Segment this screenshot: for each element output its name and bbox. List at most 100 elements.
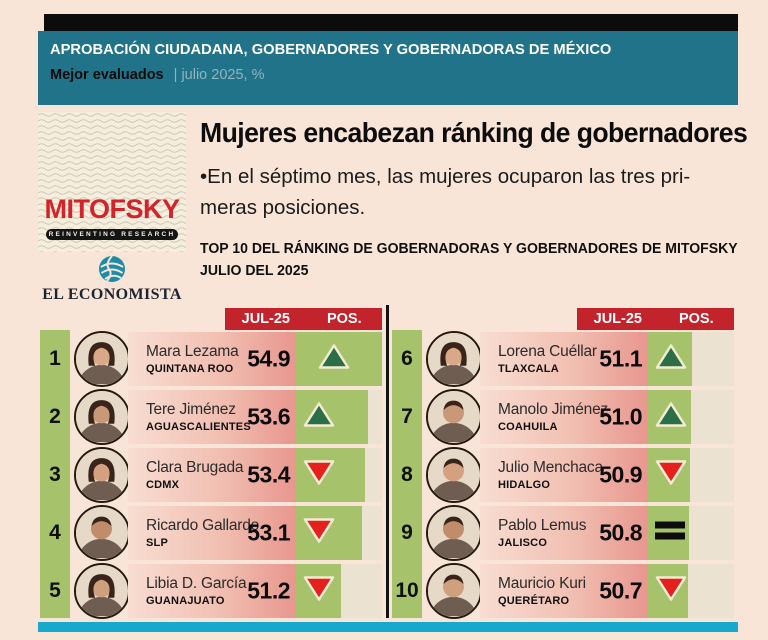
header-subtitle: Mejor evaluados | julio 2025, % — [50, 67, 726, 83]
approval-bar: Libia D. García GUANAJUATO 51.2 — [128, 564, 295, 618]
governor-state: GUANAJUATO — [146, 595, 225, 607]
position-bar — [295, 390, 368, 444]
trend-up-icon — [654, 343, 688, 376]
governor-row: 9 Pablo Lemus JALISCO 50.8 — [392, 505, 734, 561]
rank-number: 4 — [49, 521, 61, 544]
rank-number: 6 — [401, 347, 413, 370]
bottom-cyan-rule — [38, 622, 738, 632]
header-subtitle-period: | julio 2025, % — [173, 67, 265, 83]
header-title: APROBACIÓN CIUDADANA, GOBERNADORES Y GOB… — [50, 41, 612, 58]
approval-bar: Manolo Jiménez COAHUILA 51.0 — [480, 390, 647, 444]
governor-name: Clara Brugada — [146, 459, 244, 476]
governor-state: TLAXCALA — [498, 363, 559, 375]
governor-name: Libia D. García — [146, 575, 247, 592]
rank-number: 3 — [49, 463, 61, 486]
value-column-header: JUL-25 — [593, 311, 642, 327]
governor-row: 10 Mauricio Kuri QUERÉTARO 50.7 — [392, 563, 734, 619]
rank-number: 10 — [395, 579, 419, 602]
governor-state: HIDALGO — [498, 479, 551, 491]
governor-row: 1 Mara Lezama QUINTANA ROO 54.9 — [40, 331, 382, 387]
governor-photo — [426, 389, 482, 445]
governor-row: 5 Libia D. García GUANAJUATO 51.2 — [40, 563, 382, 619]
subhead-line-2: JULIO DEL 2025 — [200, 263, 309, 280]
rank-number: 7 — [401, 405, 413, 428]
rank-strip — [392, 330, 422, 618]
approval-bar: Pablo Lemus JALISCO 50.8 — [480, 506, 647, 560]
governor-name: Manolo Jiménez — [498, 401, 609, 418]
trend-down-icon — [302, 575, 336, 608]
column-divider — [386, 305, 389, 618]
ranking-subhead: TOP 10 DEL RÁNKING DE GOBERNADORAS Y GOB… — [200, 238, 738, 283]
approval-bar: Tere Jiménez AGUASCALIENTES 53.6 — [128, 390, 295, 444]
governor-row: 7 Manolo Jiménez COAHUILA 51.0 — [392, 389, 734, 445]
governor-row: 8 Julio Menchaca HIDALGO 50.9 — [392, 447, 734, 503]
position-bar — [295, 448, 365, 502]
governor-state: SLP — [146, 537, 168, 549]
governor-name: Lorena Cuéllar — [498, 343, 597, 360]
top-black-rule — [44, 14, 738, 31]
governor-row: 3 Clara Brugada CDMX 53.4 — [40, 447, 382, 503]
governor-state: QUINTANA ROO — [146, 363, 234, 375]
approval-value: 53.6 — [247, 403, 290, 430]
mitofsky-logo: MITOFSKY REINVENTING RESEARCH — [38, 112, 186, 252]
economista-wordmark: EL ECONOMISTA — [42, 286, 182, 303]
governor-photo — [426, 563, 482, 619]
approval-value: 51.0 — [599, 403, 642, 430]
approval-bar: Lorena Cuéllar TLAXCALA 51.1 — [480, 332, 647, 386]
governor-name: Mara Lezama — [146, 343, 239, 360]
approval-bar: Julio Menchaca HIDALGO 50.9 — [480, 448, 647, 502]
governor-state: AGUASCALIENTES — [146, 421, 251, 433]
economista-logo: EL ECONOMISTA — [38, 254, 186, 304]
governor-photo — [74, 447, 130, 503]
position-column-header: POS. — [326, 311, 362, 327]
governor-state: COAHUILA — [498, 421, 558, 433]
governor-row: 2 Tere Jiménez AGUASCALIENTES 53.6 — [40, 389, 382, 445]
subhead-line-1: TOP 10 DEL RÁNKING DE GOBERNADORAS Y GOB… — [200, 241, 738, 257]
wave-pattern — [38, 112, 186, 252]
approval-value: 50.8 — [599, 519, 642, 546]
approval-value: 50.7 — [599, 577, 642, 604]
position-bar — [295, 506, 362, 560]
governor-photo — [426, 331, 482, 387]
governor-photo — [74, 389, 130, 445]
governor-name: Ricardo Gallardo — [146, 517, 260, 534]
table-header: JUL-25 POS. — [225, 308, 382, 330]
governor-photo — [74, 505, 130, 561]
approval-bar: Mara Lezama QUINTANA ROO 54.9 — [128, 332, 295, 386]
ranking-column-left: JUL-25 POS. 1 Mara Lezama QUINTANA ROO 54.9… — [40, 308, 382, 620]
header-band: APROBACIÓN CIUDADANA, GOBERNADORES Y GOB… — [38, 31, 738, 105]
ranking-column-right: JUL-25 POS. 6 Lorena Cuéllar TLAXCALA 51.1 7… — [392, 308, 734, 620]
approval-value: 51.1 — [599, 345, 642, 372]
governor-state: QUERÉTARO — [498, 595, 570, 607]
trend-down-icon — [654, 459, 688, 492]
table-header: JUL-25 POS. — [577, 308, 734, 330]
position-column-header: POS. — [678, 311, 714, 327]
governor-photo — [74, 331, 130, 387]
approval-value: 54.9 — [247, 345, 290, 372]
approval-bar: Ricardo Gallardo SLP 53.1 — [128, 506, 295, 560]
trend-down-icon — [302, 459, 336, 492]
approval-value: 50.9 — [599, 461, 642, 488]
economista-globe-icon — [99, 255, 125, 282]
governor-name: Tere Jiménez — [146, 401, 236, 418]
governor-name: Pablo Lemus — [498, 517, 587, 534]
rank-number: 8 — [401, 463, 413, 486]
trend-equal-icon — [654, 518, 686, 549]
article-headline: Mujeres encabezan ránking de gobernadore… — [200, 117, 748, 148]
governor-photo — [74, 563, 130, 619]
governor-photo — [426, 505, 482, 561]
governor-name: Julio Menchaca — [498, 459, 603, 476]
lead-line-1: •En el séptimo mes, las mujeres ocuparon… — [200, 165, 691, 188]
rank-number: 9 — [401, 521, 413, 544]
approval-value: 51.2 — [247, 577, 290, 604]
approval-value: 53.4 — [247, 461, 290, 488]
governor-state: JALISCO — [498, 537, 548, 549]
lead-line-2: meras posiciones. — [200, 195, 366, 219]
trend-down-icon — [302, 517, 336, 550]
approval-bar: Mauricio Kuri QUERÉTARO 50.7 — [480, 564, 647, 618]
governor-state: CDMX — [146, 479, 180, 491]
mitofsky-wordmark: MITOFSKY — [44, 194, 180, 224]
governor-photo — [426, 447, 482, 503]
rank-strip — [40, 330, 70, 618]
